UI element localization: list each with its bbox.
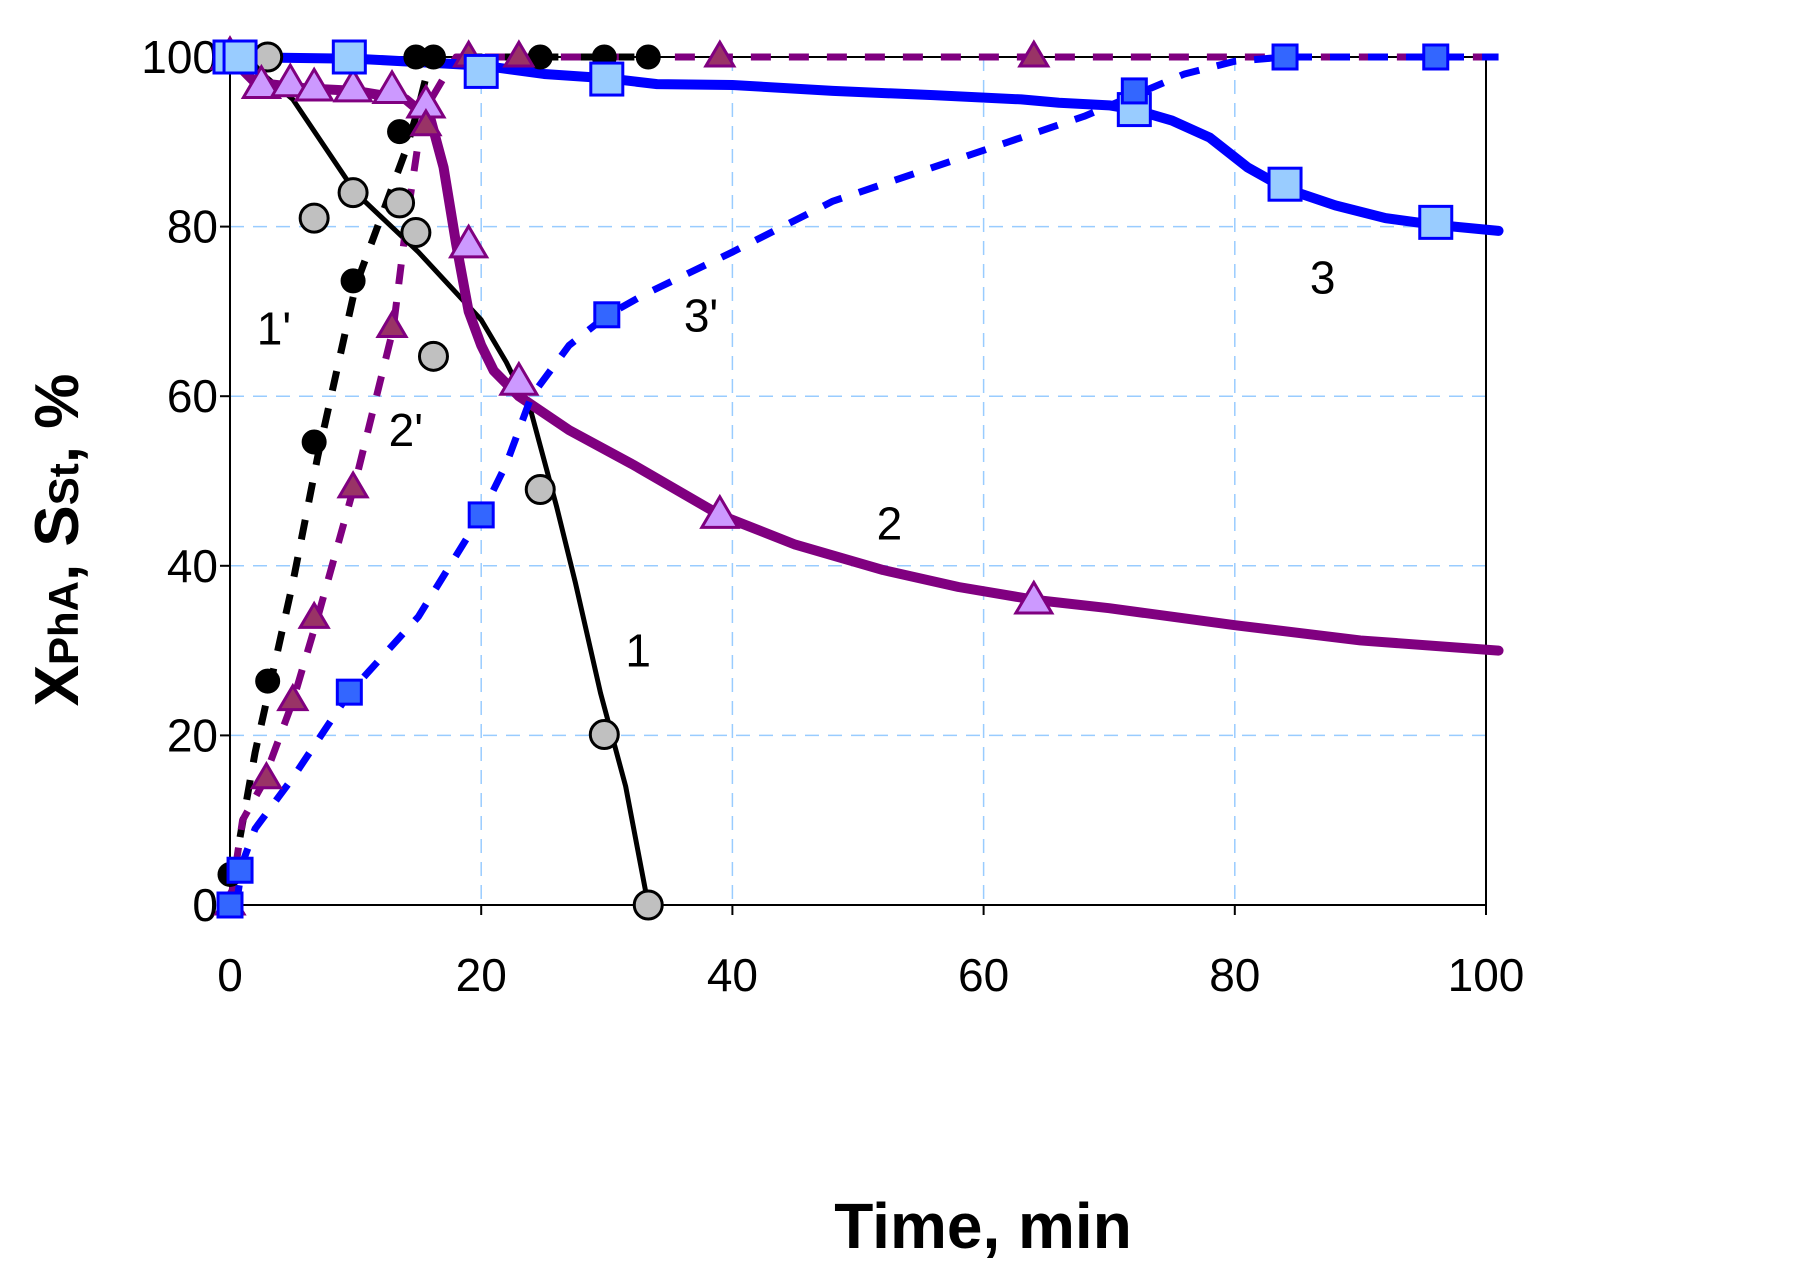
series-1-marker-6 — [400, 217, 432, 249]
curve-label-2: 1' — [257, 302, 291, 354]
series-line-5 — [225, 52, 1504, 236]
x-tick-label-80: 80 — [1209, 949, 1260, 1001]
series-5-marker-7 — [1267, 166, 1303, 202]
series-5-marker-5 — [589, 61, 625, 97]
series-4-marker-4 — [297, 600, 331, 629]
x-axis-title: Time, min — [834, 1190, 1132, 1262]
series-line-4 — [226, 53, 1499, 906]
series-lines — [225, 52, 1504, 908]
series-3-marker-3 — [269, 62, 311, 98]
series-2-marker-7 — [420, 44, 446, 70]
series-6-marker-3 — [335, 678, 363, 706]
y-axis-title-sub-pha: PhA — [40, 581, 87, 665]
series-2-marker-10 — [635, 44, 661, 70]
series-6-marker-6 — [1120, 77, 1148, 105]
curve-labels: 1 1' 2 2' 3 3' — [257, 251, 1336, 676]
series-3-marker-9 — [498, 360, 540, 396]
series-6-marker-4 — [467, 501, 495, 529]
y-axis-title-sub-st: St — [40, 463, 87, 505]
series-1-marker-9 — [588, 719, 620, 751]
series-line-6 — [232, 53, 1499, 906]
curve-label-3: 2 — [877, 497, 903, 549]
series-1-marker-8 — [524, 473, 556, 505]
series-5-marker-3 — [331, 39, 367, 75]
y-tick-label-80: 80 — [167, 201, 218, 253]
series-3-marker-4 — [293, 66, 335, 102]
curve-label-4: 2' — [389, 404, 423, 456]
series-2-marker-5 — [387, 119, 413, 145]
series-4-marker-10 — [703, 39, 737, 68]
y-axis-title: XPhA, SSt, % — [23, 374, 92, 707]
series-6-marker-5 — [593, 301, 621, 329]
y-axis-title-x: X — [23, 665, 92, 706]
series-4-marker-2 — [249, 760, 284, 790]
series-3-marker-8 — [448, 223, 490, 259]
series-1-marker-3 — [298, 202, 330, 234]
x-tick-label-60: 60 — [958, 949, 1009, 1001]
series-1-marker-7 — [417, 340, 449, 372]
y-tick-label-40: 40 — [167, 540, 218, 592]
series-4-marker-6 — [375, 309, 409, 339]
series-3-marker-2 — [240, 63, 283, 99]
curve-label-5: 3 — [1310, 251, 1336, 303]
series-3-marker-11 — [1013, 579, 1055, 615]
x-tick-label-0: 0 — [217, 949, 243, 1001]
series-6-marker-7 — [1271, 43, 1299, 71]
x-tick-label-20: 20 — [456, 949, 507, 1001]
series-1-marker-4 — [337, 177, 369, 209]
x-tick-label-100: 100 — [1448, 949, 1525, 1001]
axes: 0 20 40 60 80 100 0 20 40 60 80 100 — [141, 31, 1524, 1001]
plot-area-frame — [229, 56, 1487, 906]
y-tick-label-20: 20 — [167, 709, 218, 761]
y-axis-title-sep: , — [23, 547, 92, 581]
series-2-marker-2 — [255, 668, 281, 694]
series-1-marker-10 — [632, 889, 664, 921]
series-5-marker-2 — [222, 39, 258, 75]
series-5-marker-4 — [463, 53, 499, 89]
series-3-marker-6 — [371, 68, 413, 105]
y-axis-title-s: S — [23, 505, 92, 546]
series-1-marker-2 — [252, 41, 284, 73]
y-tick-label-60: 60 — [167, 370, 218, 422]
series-6-marker-2 — [226, 856, 254, 884]
series-6-marker-1 — [216, 891, 244, 919]
series-2-marker-4 — [340, 268, 366, 294]
series-4-marker-3 — [276, 682, 310, 712]
curve-label-6: 3' — [684, 290, 718, 342]
series-1-marker-5 — [384, 187, 416, 219]
series-markers — [209, 35, 1454, 921]
y-tick-label-0: 0 — [192, 879, 218, 931]
series-5-marker-8 — [1418, 204, 1454, 240]
y-axis-title-tail: , % — [23, 374, 92, 464]
series-4-marker-11 — [1017, 39, 1051, 68]
series-4-marker-9 — [502, 39, 536, 68]
series-4-marker-5 — [336, 470, 370, 499]
curve-label-1: 1 — [625, 625, 651, 677]
x-tick-label-40: 40 — [707, 949, 758, 1001]
series-3-marker-5 — [332, 67, 374, 103]
y-tick-label-100: 100 — [141, 31, 218, 83]
series-6-marker-8 — [1422, 43, 1450, 71]
series-3-marker-10 — [699, 493, 741, 529]
series-4-marker-7 — [409, 107, 443, 137]
series-2-marker-3 — [301, 429, 327, 455]
